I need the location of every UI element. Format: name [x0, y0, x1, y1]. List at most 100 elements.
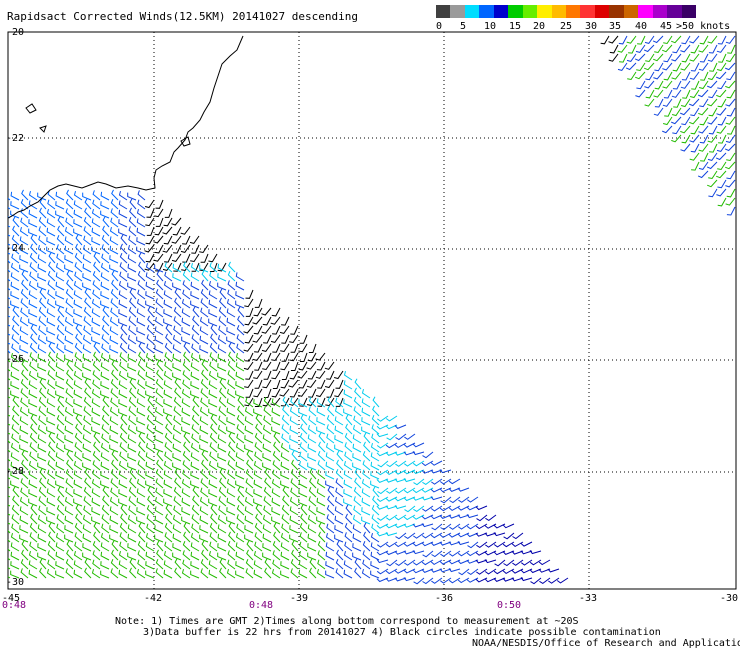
wind-barb: [127, 244, 137, 255]
wind-barb: [200, 289, 209, 300]
wind-barb: [448, 478, 461, 485]
wind-barb: [56, 514, 65, 525]
wind-barb: [282, 396, 290, 408]
wind-barb: [297, 388, 308, 397]
wind-barb: [65, 487, 74, 498]
wind-barb: [394, 478, 407, 483]
wind-barb: [57, 396, 65, 408]
wind-barb: [47, 289, 56, 300]
wind-barb: [547, 568, 560, 573]
wind-barb: [46, 568, 56, 579]
wind-barb: [245, 352, 254, 362]
wind-barb: [182, 235, 191, 245]
wind-barb: [65, 208, 74, 219]
wind-barb: [324, 379, 335, 389]
wind-barb: [363, 531, 371, 543]
wind-barb: [208, 479, 218, 489]
wind-barb: [19, 506, 29, 516]
wind-barb: [64, 226, 74, 237]
wind-barb: [28, 560, 38, 570]
wind-barb: [154, 496, 164, 507]
wind-barb: [39, 288, 47, 300]
wind-barb: [484, 532, 497, 537]
wind-barb: [219, 387, 227, 399]
wind-barb: [64, 506, 74, 516]
wind-barb: [127, 424, 137, 435]
wind-barb: [376, 559, 389, 564]
wind-barb: [37, 192, 47, 201]
wind-barb: [458, 496, 470, 503]
wind-barb: [520, 550, 533, 555]
wind-barb: [726, 170, 736, 180]
wind-barb: [64, 416, 74, 426]
wind-barb: [153, 235, 164, 244]
wind-barb: [118, 290, 128, 300]
wind-barb: [403, 469, 416, 475]
wind-barb: [84, 387, 92, 399]
wind-barb: [136, 407, 146, 417]
wind-barb: [21, 360, 29, 372]
wind-barb: [111, 540, 119, 552]
wind-barb: [279, 325, 290, 334]
wind-barb: [136, 497, 146, 507]
wind-barb: [28, 290, 38, 300]
wind-barb: [439, 541, 452, 546]
wind-barb: [38, 496, 47, 507]
wind-barb: [10, 542, 20, 552]
wind-barb: [83, 307, 92, 318]
wind-barb: [190, 442, 200, 453]
wind-barb: [64, 345, 74, 354]
wind-barb: [362, 541, 371, 552]
wind-barb: [39, 567, 47, 579]
wind-barb: [208, 290, 218, 300]
wind-barb: [289, 416, 299, 426]
wind-barb: [237, 306, 245, 318]
wind-barb: [91, 516, 101, 525]
wind-barb: [73, 489, 83, 498]
wind-barb: [8, 349, 11, 354]
wind-barb: [182, 379, 191, 390]
wind-barb: [208, 408, 218, 417]
wind-barb: [681, 116, 691, 126]
wind-barb: [74, 523, 83, 534]
wind-barb: [308, 397, 317, 408]
wind-barb: [690, 143, 700, 153]
wind-barb: [64, 435, 74, 444]
scale-swatch: [652, 5, 668, 18]
wind-barb: [245, 388, 254, 398]
wind-barb: [37, 462, 47, 471]
wind-barb: [66, 270, 74, 282]
wind-barb: [73, 290, 83, 300]
wind-barb: [210, 333, 218, 345]
wind-barb: [395, 460, 407, 467]
wind-barb: [404, 559, 416, 566]
wind-barb: [28, 498, 38, 507]
wind-barb: [93, 432, 101, 444]
wind-barb: [208, 389, 218, 399]
wind-barb: [628, 44, 637, 54]
wind-barb: [262, 453, 272, 462]
wind-barb: [183, 351, 191, 363]
wind-barb: [403, 514, 416, 521]
wind-barb: [289, 515, 299, 525]
wind-barb: [316, 478, 326, 489]
wind-barb: [74, 451, 83, 462]
wind-barb: [299, 451, 308, 462]
wind-barb: [698, 44, 709, 53]
wind-barb: [82, 363, 92, 372]
wind-barb: [466, 532, 479, 538]
wind-barb: [385, 478, 398, 483]
wind-barb: [119, 523, 128, 534]
wind-barb: [19, 255, 29, 264]
wind-barb: [30, 234, 38, 246]
wind-barb: [154, 335, 164, 345]
wind-barb: [343, 380, 353, 390]
wind-barb: [244, 406, 254, 417]
wind-barb: [430, 469, 443, 474]
scale-label: 15: [509, 21, 522, 32]
wind-barb: [539, 577, 551, 585]
wind-barb: [55, 570, 65, 579]
wind-barb: [394, 514, 407, 521]
wind-barb: [457, 541, 470, 546]
wind-barb: [64, 255, 74, 264]
